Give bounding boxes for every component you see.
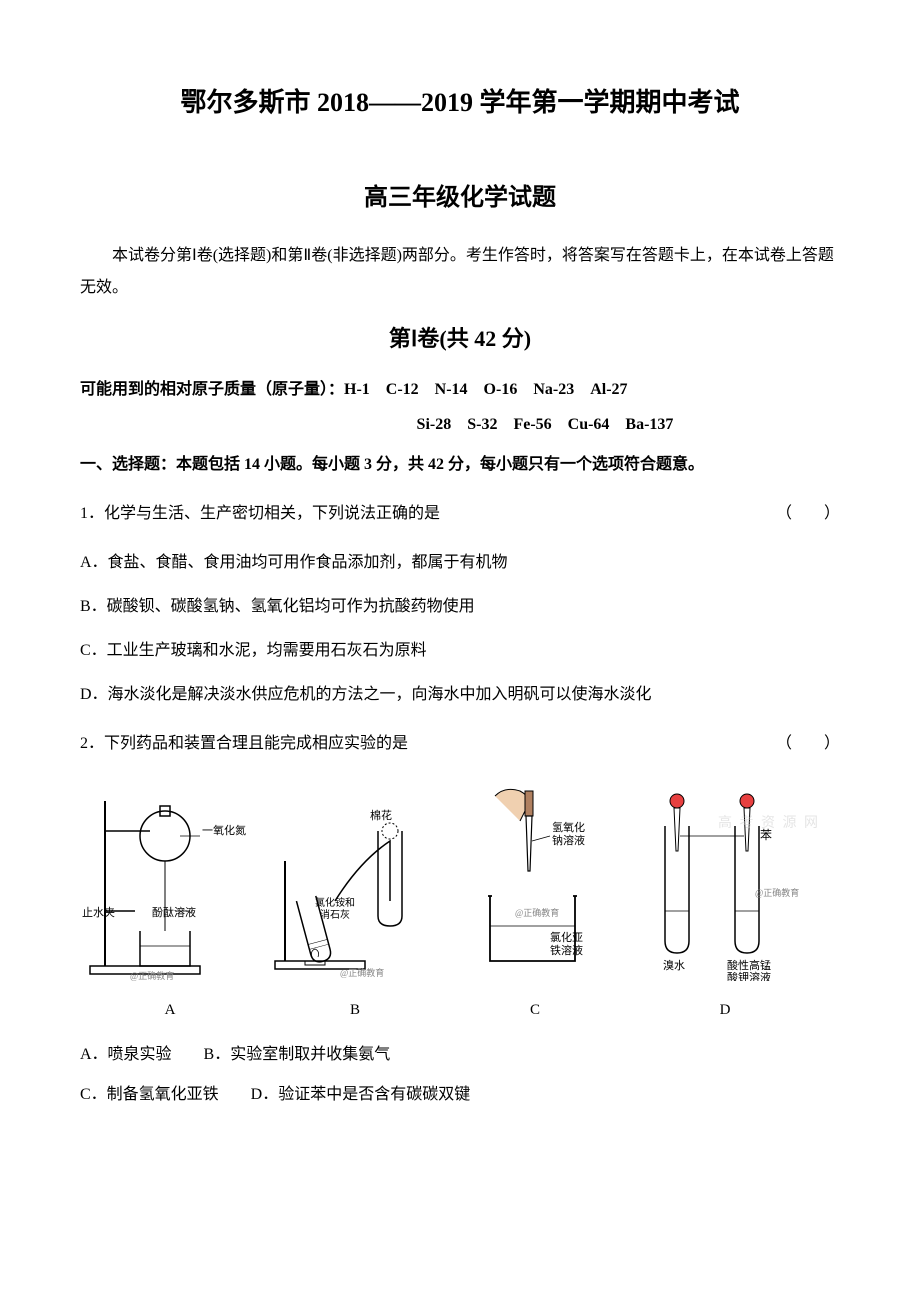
q2-options-line1: A．喷泉实验 B．实验室制取并收集氨气 [80,1039,840,1071]
question-1: 1．化学与生活、生产密切相关，下列说法正确的是 （ ） [80,496,840,531]
diagram-b-svg: 棉花 氯化铵和 消石灰 @正确教育 [270,801,440,981]
main-title: 鄂尔多斯市 2018——2019 学年第一学期期中考试 [80,80,840,127]
atomic-mass-line1: 可能用到的相对原子质量（原子量）：H-1 C-12 N-14 O-16 Na-2… [80,374,840,406]
diagram-a-label-no: 一氧化氮 [202,823,246,837]
side-watermark: 高 考 资 源 网 [718,811,820,836]
q1-option-a: A．食盐、食醋、食用油均可用作食品添加剂，都属于有机物 [80,547,840,579]
section-title: 第Ⅰ卷(共 42 分) [80,319,840,359]
diagram-d-watermark: @正确教育 [755,887,799,898]
diagram-b-label-mix2: 消石灰 [320,908,350,921]
q1-option-b: B．碳酸钡、碳酸氢钠、氢氧化铝均可作为抗酸药物使用 [80,591,840,623]
sub-title: 高三年级化学试题 [80,177,840,220]
q1-option-d: D．海水淡化是解决淡水供应危机的方法之一，向海水中加入明矾可以使海水淡化 [80,679,840,711]
q1-paren: （ ） [776,496,840,531]
intro-text: 本试卷分第Ⅰ卷(选择题)和第Ⅱ卷(非选择题)两部分。考生作答时，将答案写在答题卡… [80,240,840,304]
diagram-b-label-mix1: 氯化铵和 [315,896,355,909]
diagram-c-svg: 氢氧化 钠溶液 氯化亚 铁溶液 @正确教育 [450,781,620,981]
diagram-a-watermark: @正确教育 [130,970,174,981]
atomic-mass-values-1: H-1 C-12 N-14 O-16 Na-23 Al-27 [344,381,628,398]
diagram-a-svg: 一氧化氮 酚酞溶液 止水夹 @正确教育 [80,781,260,981]
question-2: 2．下列药品和装置合理且能完成相应实验的是 （ ） [80,726,840,761]
q1-stem: 1．化学与生活、生产密切相关，下列说法正确的是 [80,496,440,531]
diagram-d-label-kmno2: 酸钾溶液 [727,970,771,981]
q2-paren: （ ） [776,726,840,761]
diagram-a-label-clamp: 止水夹 [82,906,115,919]
diagram-label-b: B [270,997,440,1024]
diagram-label-a: A [80,997,260,1024]
diagram-c-label-naoh2: 钠溶液 [552,833,585,847]
diagram-b-watermark: @正确教育 [340,967,384,978]
diagram-row: 高 考 资 源 网 一氧化氮 酚酞溶液 止水夹 @正确教育 [80,781,840,992]
diagram-labels-row: A B C D [80,997,840,1024]
instruction-text: 一、选择题：本题包括 14 小题。每小题 3 分，共 42 分，每小题只有一个选… [80,449,840,481]
q2-stem: 2．下列药品和装置合理且能完成相应实验的是 [80,726,408,761]
diagram-c-label-fecl2: 铁溶液 [550,943,583,957]
q1-option-c: C．工业生产玻璃和水泥，均需要用石灰石为原料 [80,635,840,667]
atomic-mass-line2: Si-28 S-32 Fe-56 Cu-64 Ba-137 [80,411,840,440]
atomic-mass-label: 可能用到的相对原子质量（原子量）： [80,381,344,398]
diagram-c-label-naoh1: 氢氧化 [552,820,585,834]
diagram-b-label-cotton: 棉花 [370,808,392,822]
diagram-a: 一氧化氮 酚酞溶液 止水夹 @正确教育 [80,781,260,992]
diagram-b: 棉花 氯化铵和 消石灰 @正确教育 [270,801,440,992]
diagram-d-label-kmno1: 酸性高锰 [727,958,771,972]
diagram-label-c: C [450,997,620,1024]
diagram-a-label-solution: 酚酞溶液 [152,905,196,919]
diagram-d-label-br2: 溴水 [663,958,685,972]
diagram-c-label-fecl1: 氯化亚 [550,930,583,944]
q2-options-line2: C．制备氢氧化亚铁 D．验证苯中是否含有碳碳双键 [80,1079,840,1111]
diagram-c-watermark: @正确教育 [515,907,559,918]
diagram-label-d: D [630,997,820,1024]
diagram-c: 氢氧化 钠溶液 氯化亚 铁溶液 @正确教育 [450,781,620,992]
